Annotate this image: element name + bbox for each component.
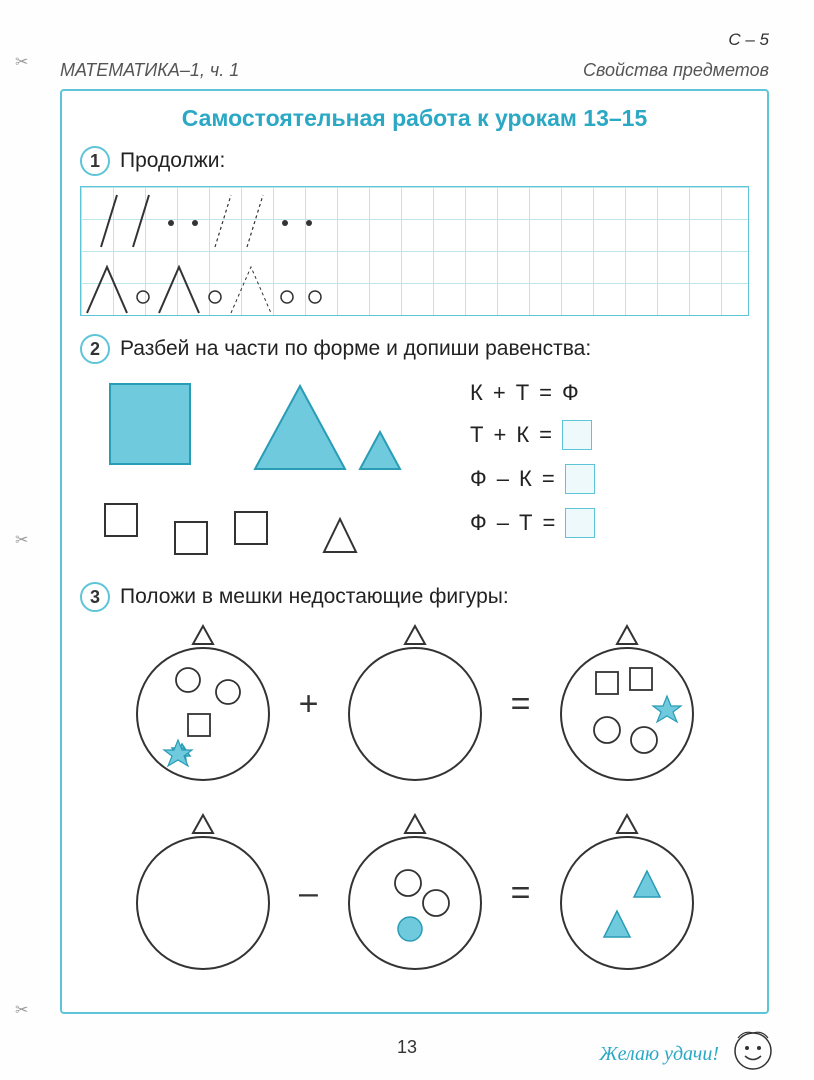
eq-answer-box[interactable] xyxy=(562,420,592,450)
pattern-svg xyxy=(81,187,741,317)
eq-eq: = xyxy=(539,380,552,406)
eq-eq: = xyxy=(542,510,555,536)
task-head: 3 Положи в мешки недостающие фигуры: xyxy=(80,582,749,612)
task-2: 2 Разбей на части по форме и допиши раве… xyxy=(80,334,749,564)
plus-op: + xyxy=(296,685,322,724)
bag xyxy=(340,811,490,976)
bag-row-1: + = xyxy=(128,622,702,787)
equals-op: = xyxy=(508,685,534,724)
eq-result: Ф xyxy=(562,380,579,406)
scissors-icon: ✂ xyxy=(15,52,28,72)
worksheet-page: ✂ ✂ ✂ С – 5 МАТЕМАТИКА–1, ч. 1 Свойства … xyxy=(0,0,814,1080)
eq-var: Ф xyxy=(470,510,487,536)
equation-row: Ф – К = xyxy=(470,464,749,494)
eq-eq: = xyxy=(539,422,552,448)
shapes-svg xyxy=(80,374,440,564)
bag-row-2: – = xyxy=(128,811,702,976)
equation-row: К + Т = Ф xyxy=(470,380,749,406)
equation-row: Т + К = xyxy=(470,420,749,450)
bag-empty[interactable] xyxy=(128,811,278,976)
task-num-1: 1 xyxy=(80,146,110,176)
bag xyxy=(552,811,702,976)
eq-eq: = xyxy=(542,466,555,492)
task-1: 1 Продолжи: xyxy=(80,146,749,316)
header-row: МАТЕМАТИКА–1, ч. 1 Свойства предметов xyxy=(60,60,769,81)
task-text-2: Разбей на части по форме и допиши равенс… xyxy=(120,337,591,361)
eq-var: Ф xyxy=(470,466,487,492)
task2-body: К + Т = Ф Т + К = Ф – xyxy=(80,374,749,564)
eq-op: – xyxy=(497,510,509,536)
equations-col: К + Т = Ф Т + К = Ф – xyxy=(470,374,749,564)
eq-answer-box[interactable] xyxy=(565,508,595,538)
bags-area: + = xyxy=(80,622,749,976)
task-head: 1 Продолжи: xyxy=(80,146,749,176)
eq-var: К xyxy=(516,422,529,448)
equals-op: = xyxy=(508,874,534,913)
task-num-3: 3 xyxy=(80,582,110,612)
task-3: 3 Положи в мешки недостающие фигуры: xyxy=(80,582,749,976)
content-frame: Самостоятельная работа к урокам 13–15 1 … xyxy=(60,89,769,1014)
scissors-icon: ✂ xyxy=(15,530,28,550)
bag xyxy=(552,622,702,787)
bag xyxy=(128,622,278,787)
equation-row: Ф – Т = xyxy=(470,508,749,538)
bag-empty[interactable] xyxy=(340,622,490,787)
task-text-3: Положи в мешки недостающие фигуры: xyxy=(120,585,509,609)
shapes-area xyxy=(80,374,440,564)
task-head: 2 Разбей на части по форме и допиши раве… xyxy=(80,334,749,364)
eq-op: + xyxy=(493,422,506,448)
pattern-grid xyxy=(80,186,749,316)
eq-var: Т xyxy=(516,380,529,406)
eq-answer-box[interactable] xyxy=(565,464,595,494)
eq-op: + xyxy=(493,380,506,406)
header-left: МАТЕМАТИКА–1, ч. 1 xyxy=(60,60,239,81)
scissors-icon: ✂ xyxy=(15,1000,28,1020)
eq-var: Т xyxy=(470,422,483,448)
eq-var: Т xyxy=(519,510,532,536)
task-text-1: Продолжи: xyxy=(120,149,225,173)
main-title: Самостоятельная работа к урокам 13–15 xyxy=(80,105,749,132)
header-right: Свойства предметов xyxy=(583,60,769,81)
task-num-2: 2 xyxy=(80,334,110,364)
minus-op: – xyxy=(296,874,322,913)
eq-op: – xyxy=(497,466,509,492)
eq-var: К xyxy=(470,380,483,406)
page-number: 13 xyxy=(0,1037,814,1058)
page-code: С – 5 xyxy=(728,30,769,50)
eq-var: К xyxy=(519,466,532,492)
